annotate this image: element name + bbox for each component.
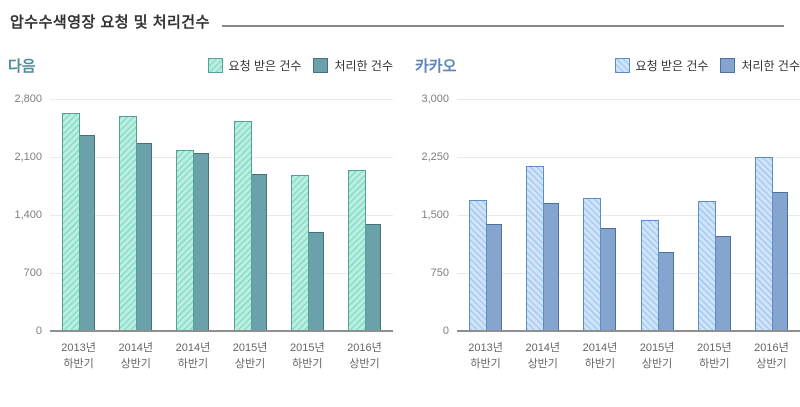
- title-rule: [221, 24, 784, 27]
- y-tick-label: 2,100: [14, 151, 42, 163]
- kakao-panel-header: 카카오 요청 받은 건수 처리한 건수: [415, 52, 800, 78]
- daum-chart-body: 2,800 2,100 1,400 700 0: [8, 93, 393, 337]
- bar-requested: [233, 121, 252, 331]
- daum-chart-title: 다음: [8, 57, 36, 75]
- legend-swatch-processed: [313, 57, 329, 73]
- bar-group: [514, 99, 571, 331]
- bar-processed: [308, 231, 324, 331]
- gridline: [457, 273, 800, 274]
- bar-processed: [601, 228, 617, 331]
- y-tick-label: 1,500: [421, 209, 449, 221]
- legend-label-requested: 요청 받은 건수: [228, 58, 302, 73]
- bar-processed: [715, 235, 731, 331]
- legend-label-processed: 처리한 건수: [334, 58, 393, 73]
- gridline: [50, 215, 393, 216]
- bar-requested: [176, 149, 195, 331]
- gridline: [50, 273, 393, 274]
- daum-bars: [50, 99, 393, 331]
- bar-processed: [80, 135, 96, 331]
- kakao-y-axis: 3,000 2,250 1,500 750 0: [415, 93, 457, 337]
- y-tick-label: 3,000: [421, 93, 449, 105]
- y-tick-label: 700: [23, 267, 42, 279]
- gridline: [50, 99, 393, 100]
- x-tick-label: 2014년 상반기: [118, 342, 154, 370]
- legend-swatch-processed: [720, 57, 736, 73]
- bar-processed: [137, 142, 153, 331]
- bar-processed: [544, 203, 560, 331]
- bar-group: [457, 99, 514, 331]
- bar-requested: [697, 201, 716, 331]
- gridline: [457, 215, 800, 216]
- bar-group: [743, 99, 800, 331]
- y-tick-label: 0: [35, 325, 42, 337]
- daum-plot-area: [50, 99, 393, 332]
- bar-processed: [772, 191, 788, 331]
- daum-x-axis-line: [50, 330, 393, 332]
- page-header: 압수수색영장 요청 및 처리건수: [10, 11, 792, 32]
- x-tick-label: 2015년 상반기: [639, 342, 675, 370]
- page-title: 압수수색영장 요청 및 처리건수: [10, 14, 210, 31]
- legend-swatch-requested: [614, 57, 630, 73]
- bar-group: [222, 99, 279, 331]
- x-tick-label: 2013년 하반기: [61, 342, 96, 370]
- x-tick-label: 2014년 하반기: [582, 342, 618, 370]
- bar-processed: [658, 252, 674, 331]
- gridline: [457, 99, 800, 100]
- x-tick-label: 2014년 하반기: [175, 342, 211, 370]
- kakao-x-axis-line: [457, 330, 800, 332]
- bar-processed: [365, 224, 381, 331]
- y-tick-label: 1,400: [14, 209, 42, 221]
- x-tick-label: 2015년 하반기: [696, 342, 732, 370]
- bar-group: [164, 99, 221, 331]
- kakao-legend: 요청 받은 건수 처리한 건수: [614, 57, 800, 74]
- daum-chart-panel: 다음 요청 받은 건수 처리한 건수 2,800 2,100 1,400 700 0 2…: [8, 52, 393, 372]
- bar-group: [686, 99, 743, 331]
- legend-label-requested: 요청 받은 건수: [635, 58, 709, 73]
- bar-requested: [347, 170, 366, 331]
- y-tick-label: 2,800: [14, 93, 42, 105]
- x-tick-label: 2015년 하반기: [289, 342, 325, 370]
- bar-requested: [469, 200, 488, 331]
- bar-group: [50, 99, 107, 331]
- x-tick-label: 2013년 하반기: [468, 342, 503, 370]
- bar-processed: [487, 223, 503, 331]
- daum-x-labels: 2013년 하반기 2014년 상반기 2014년 하반기 2015년 상반기 2015년 하반기…: [50, 340, 393, 372]
- daum-panel-header: 다음 요청 받은 건수 처리한 건수: [8, 52, 393, 78]
- gridline: [50, 157, 393, 158]
- bar-group: [571, 99, 628, 331]
- kakao-chart-title: 카카오: [415, 57, 457, 75]
- bar-requested: [754, 157, 773, 331]
- kakao-chart-panel: 카카오 요청 받은 건수 처리한 건수 3,000 2,250 1,500 750 0 …: [415, 52, 800, 372]
- bar-requested: [583, 198, 602, 331]
- bar-processed: [194, 152, 210, 331]
- kakao-chart-body: 3,000 2,250 1,500 750 0: [415, 93, 800, 337]
- daum-y-axis: 2,800 2,100 1,400 700 0: [8, 93, 50, 337]
- bar-group: [629, 99, 686, 331]
- bar-requested: [526, 166, 545, 331]
- y-tick-label: 750: [430, 267, 449, 279]
- x-tick-label: 2014년 상반기: [525, 342, 561, 370]
- daum-legend: 요청 받은 건수 처리한 건수: [207, 57, 393, 74]
- kakao-x-labels: 2013년 하반기 2014년 상반기 2014년 하반기 2015년 상반기 2015년 하반기…: [457, 340, 800, 372]
- legend-swatch-requested: [207, 57, 223, 73]
- y-tick-label: 2,250: [421, 151, 449, 163]
- bar-processed: [251, 173, 267, 331]
- bar-requested: [640, 220, 659, 331]
- kakao-plot-area: [457, 99, 800, 332]
- legend-label-processed: 처리한 건수: [741, 58, 800, 73]
- bar-requested: [119, 115, 138, 331]
- gridline: [457, 157, 800, 158]
- bar-requested: [290, 175, 309, 331]
- kakao-bars: [457, 99, 800, 331]
- bar-group: [336, 99, 393, 331]
- x-tick-label: 2015년 상반기: [232, 342, 268, 370]
- x-tick-label: 2016년 상반기: [754, 342, 789, 370]
- bar-group: [279, 99, 336, 331]
- bar-group: [107, 99, 164, 331]
- x-tick-label: 2016년 상반기: [347, 342, 382, 370]
- bar-requested: [62, 113, 81, 331]
- y-tick-label: 0: [442, 325, 449, 337]
